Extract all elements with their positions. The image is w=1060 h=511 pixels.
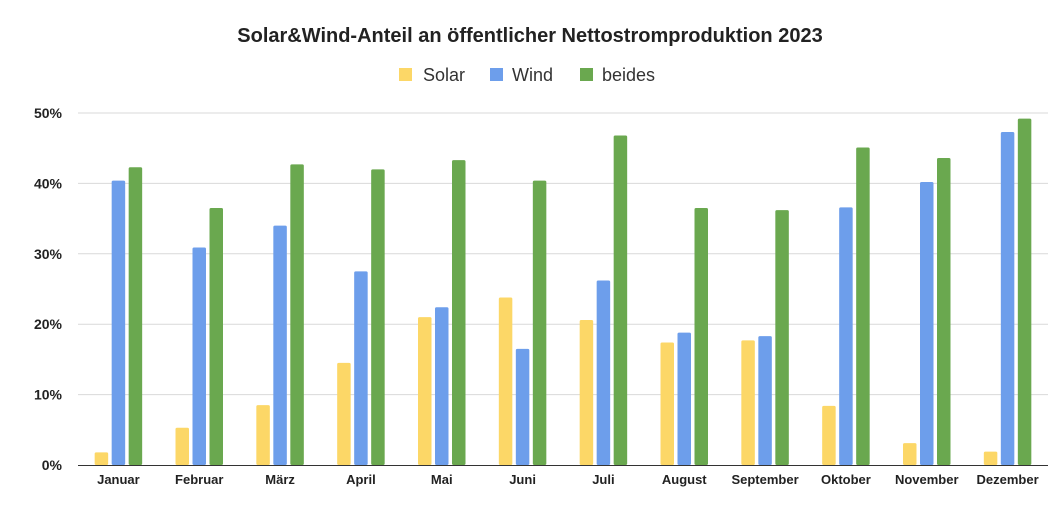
bar-wind-oktober xyxy=(839,207,853,465)
bar-beides-september xyxy=(775,210,789,465)
bar-solar-mai xyxy=(418,317,432,465)
bar-solar-oktober xyxy=(822,405,836,465)
y-tick-label: 30% xyxy=(34,246,63,262)
bar-solar-februar xyxy=(175,427,189,465)
x-tick-label: September xyxy=(731,472,798,487)
bar-beides-oktober xyxy=(856,147,870,465)
chart-title: Solar&Wind-Anteil an öffentlicher Nettos… xyxy=(237,25,822,47)
bar-beides-januar xyxy=(128,167,143,465)
x-tick-label: Januar xyxy=(97,472,140,487)
bar-solar-dezember xyxy=(983,451,998,465)
bar-wind-juni xyxy=(515,348,530,465)
bar-wind-april xyxy=(354,271,368,465)
bar-solar-april xyxy=(337,362,351,465)
legend-swatch-beides xyxy=(580,68,593,81)
x-tick-label: November xyxy=(895,472,959,487)
axis-layer: 0% 10% 20% 30% 40% 50% Januar Februar März April M… xyxy=(34,105,1048,487)
bar-solar-januar xyxy=(94,452,109,465)
legend-label-wind: Wind xyxy=(512,65,553,85)
bar-wind-september xyxy=(758,336,772,465)
y-tick-label: 20% xyxy=(34,316,63,332)
bar-wind-februar xyxy=(192,247,206,465)
legend-swatch-wind xyxy=(490,68,503,81)
bar-beides-juli xyxy=(613,135,628,465)
legend: Solar Wind beides xyxy=(399,65,655,85)
legend-label-solar: Solar xyxy=(423,65,465,85)
bar-solar-märz xyxy=(256,405,270,465)
bar-solar-juni xyxy=(498,297,513,465)
bar-solar-juli xyxy=(579,319,594,465)
bar-wind-märz xyxy=(273,225,287,465)
grid-layer xyxy=(78,112,1048,396)
bar-solar-september xyxy=(741,340,755,465)
bar-wind-dezember xyxy=(1000,132,1015,465)
bar-beides-dezember xyxy=(1017,118,1032,465)
bar-wind-august xyxy=(677,332,691,465)
legend-label-beides: beides xyxy=(602,65,655,85)
x-tick-label: Februar xyxy=(175,472,223,487)
bar-solar-november xyxy=(903,443,917,465)
bar-beides-mai xyxy=(452,160,466,466)
bar-beides-november xyxy=(937,158,951,465)
y-tick-label: 10% xyxy=(34,387,63,403)
x-tick-label: Juni xyxy=(509,472,536,487)
x-tick-label: Oktober xyxy=(821,472,871,487)
bar-wind-juli xyxy=(596,280,611,465)
bar-beides-märz xyxy=(290,164,304,465)
bars-layer xyxy=(94,118,1032,466)
bar-wind-januar xyxy=(111,180,126,465)
bar-beides-august xyxy=(694,208,708,466)
y-tick-label: 40% xyxy=(34,175,63,191)
x-tick-label: März xyxy=(265,472,295,487)
x-tick-label: Dezember xyxy=(977,472,1039,487)
bar-solar-august xyxy=(660,342,674,465)
bar-beides-april xyxy=(371,169,385,465)
x-tick-label: Juli xyxy=(592,472,614,487)
legend-swatch-solar xyxy=(399,68,412,81)
x-tick-label: August xyxy=(662,472,707,487)
x-tick-label: April xyxy=(346,472,376,487)
bar-beides-februar xyxy=(209,208,223,466)
x-tick-label: Mai xyxy=(431,472,453,487)
bar-wind-mai xyxy=(435,307,449,465)
bar-beides-juni xyxy=(532,180,547,465)
bar-wind-november xyxy=(920,181,934,466)
y-tick-label: 0% xyxy=(42,457,63,473)
y-tick-label: 50% xyxy=(34,105,63,121)
